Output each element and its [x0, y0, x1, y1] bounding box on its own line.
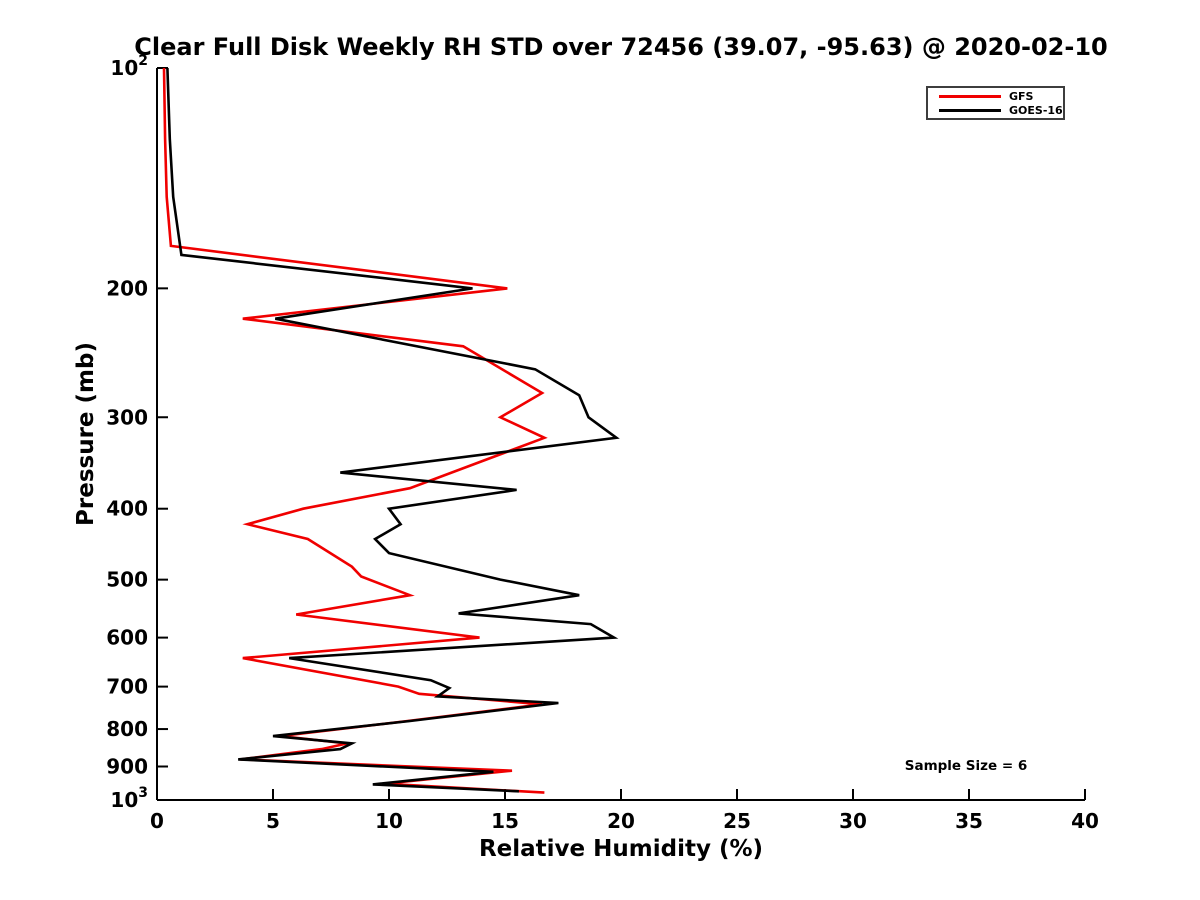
x-tick-label: 15: [491, 809, 519, 833]
x-tick-label: 30: [839, 809, 867, 833]
y-tick-label: 900: [106, 755, 148, 779]
x-tick-label: 25: [723, 809, 751, 833]
x-tick-label: 10: [375, 809, 403, 833]
x-tick-label: 40: [1071, 809, 1099, 833]
y-tick-label: 400: [106, 497, 148, 521]
legend-item: GFS: [939, 91, 1057, 102]
x-tick-label: 5: [266, 809, 280, 833]
x-tick-label: 35: [955, 809, 983, 833]
sample-size-annotation: Sample Size = 6: [904, 758, 1028, 774]
y-tick-label: 102: [110, 53, 148, 80]
x-axis-label: Relative Humidity (%): [478, 836, 764, 862]
legend-item: GOES-16: [939, 105, 1063, 116]
y-tick-label: 103: [110, 785, 148, 812]
goes-16-line: [166, 67, 620, 793]
legend-label: GOES-16: [1009, 103, 1063, 117]
y-tick-label: 800: [106, 717, 148, 741]
chart-title: Clear Full Disk Weekly RH STD over 72456…: [134, 33, 1108, 61]
y-tick-label: 200: [106, 276, 148, 300]
legend-line-swatch: [939, 108, 1001, 112]
y-axis-label: Pressure (mb): [73, 342, 99, 526]
gfs-line: [162, 67, 548, 794]
legend-label: GFS: [1009, 89, 1034, 103]
legend: GFS GOES-16: [926, 86, 1065, 120]
y-tick-label: 600: [106, 626, 148, 650]
x-tick-label: 20: [607, 809, 635, 833]
legend-line-swatch: [939, 94, 1001, 98]
x-tick-label: 0: [150, 809, 164, 833]
y-tick-label: 300: [106, 405, 148, 429]
y-tick-label: 700: [106, 675, 148, 699]
y-tick-label: 500: [106, 568, 148, 592]
